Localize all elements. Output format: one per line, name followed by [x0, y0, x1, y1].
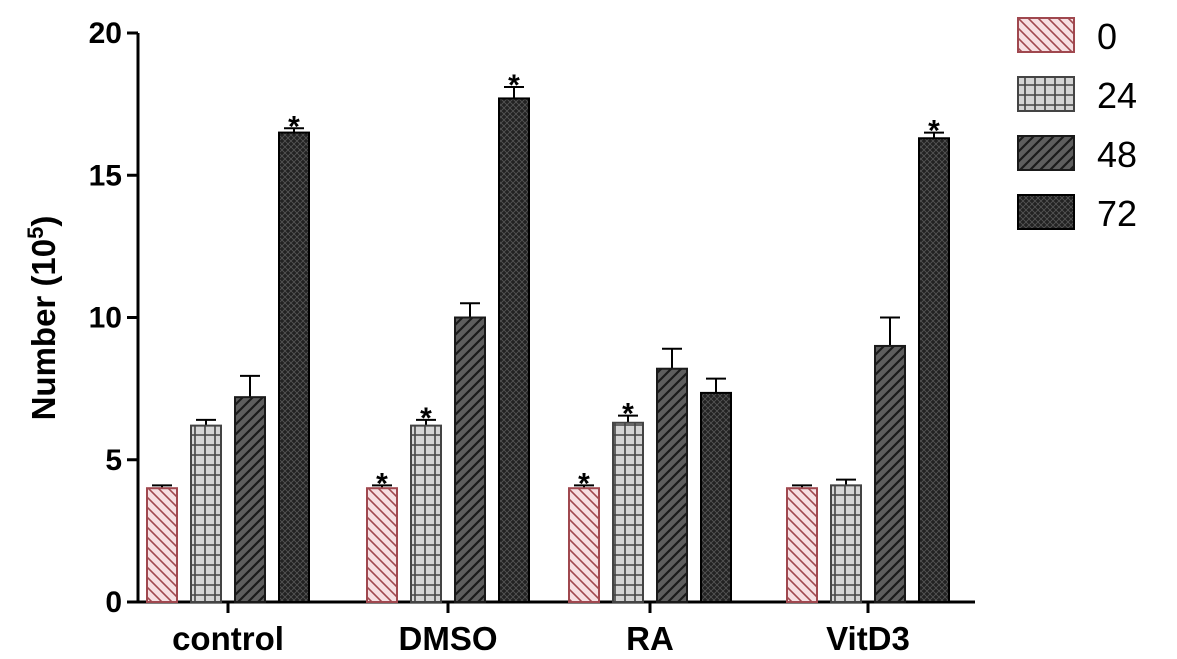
y-tick-label: 5	[105, 444, 122, 477]
y-axis-title: Number (105)	[23, 216, 62, 421]
y-axis-title-exponent: 5	[23, 227, 48, 239]
bar-0-VitD3	[786, 487, 818, 604]
bar-24-DMSO	[410, 424, 442, 603]
bar-72-RA	[700, 391, 732, 603]
legend-label: 0	[1097, 16, 1117, 57]
legend-swatch	[1017, 194, 1075, 230]
significance-star: *	[578, 467, 590, 500]
bar-72-DMSO	[498, 97, 530, 603]
legend-label: 24	[1097, 75, 1137, 116]
bar-0-control	[146, 487, 178, 604]
x-tick-label: RA	[626, 620, 674, 657]
x-tick-label: control	[172, 620, 284, 657]
legend-swatch	[1017, 135, 1075, 171]
bars: * * * * * * *	[146, 69, 950, 604]
bar-0-DMSO	[366, 487, 398, 604]
legend-label: 48	[1097, 134, 1137, 175]
legend-label: 72	[1097, 193, 1137, 234]
y-tick-label: 0	[105, 586, 122, 619]
bar-72-VitD3	[918, 137, 950, 603]
legend-swatch	[1017, 76, 1075, 112]
y-tick-label: 15	[89, 159, 122, 192]
y-tick-label: 20	[89, 17, 122, 50]
significance-star: *	[928, 115, 940, 148]
bar-0-RA	[568, 487, 600, 604]
bar-48-RA	[656, 367, 688, 603]
x-tick-label: DMSO	[399, 620, 498, 657]
x-axis: control DMSO RA VitD3	[138, 600, 975, 657]
y-axis: 0 5 10 15 20	[89, 17, 140, 619]
svg-text:Number (105): Number (105)	[23, 216, 62, 421]
significance-star: *	[376, 467, 388, 500]
y-axis-title-main: Number (10	[25, 239, 62, 421]
bar-24-control	[190, 424, 222, 603]
bar-48-control	[234, 396, 266, 603]
y-axis-title-end: )	[25, 216, 62, 227]
bar-48-DMSO	[454, 316, 486, 603]
bar-48-VitD3	[874, 344, 906, 603]
legend-swatch	[1017, 17, 1075, 53]
bar-24-RA	[612, 421, 644, 604]
bar-24-VitD3	[830, 484, 862, 604]
significance-star: *	[508, 69, 520, 102]
significance-star: *	[622, 398, 634, 431]
y-tick-label: 10	[89, 302, 122, 335]
bar-72-control	[278, 131, 310, 603]
legend: 0 24 48 72	[1017, 16, 1137, 234]
significance-star: *	[420, 402, 432, 435]
significance-star: *	[288, 110, 300, 143]
x-tick-label: VitD3	[826, 620, 910, 657]
